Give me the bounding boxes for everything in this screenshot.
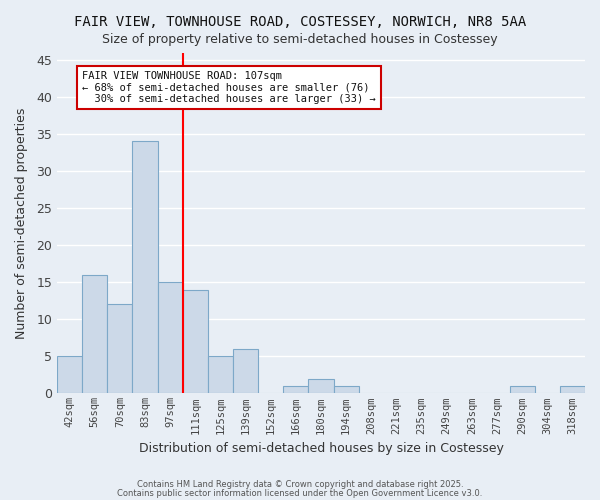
Bar — [509, 386, 535, 394]
Bar — [57, 356, 82, 394]
Bar — [208, 356, 233, 394]
Bar — [308, 378, 334, 394]
Bar — [133, 142, 158, 394]
Text: FAIR VIEW, TOWNHOUSE ROAD, COSTESSEY, NORWICH, NR8 5AA: FAIR VIEW, TOWNHOUSE ROAD, COSTESSEY, NO… — [74, 15, 526, 29]
Bar — [560, 386, 585, 394]
Bar — [107, 304, 133, 394]
X-axis label: Distribution of semi-detached houses by size in Costessey: Distribution of semi-detached houses by … — [139, 442, 503, 455]
Bar — [158, 282, 183, 394]
Text: Size of property relative to semi-detached houses in Costessey: Size of property relative to semi-detach… — [102, 32, 498, 46]
Text: FAIR VIEW TOWNHOUSE ROAD: 107sqm
← 68% of semi-detached houses are smaller (76)
: FAIR VIEW TOWNHOUSE ROAD: 107sqm ← 68% o… — [82, 71, 376, 104]
Text: Contains HM Land Registry data © Crown copyright and database right 2025.: Contains HM Land Registry data © Crown c… — [137, 480, 463, 489]
Bar — [283, 386, 308, 394]
Bar — [183, 290, 208, 394]
Y-axis label: Number of semi-detached properties: Number of semi-detached properties — [15, 108, 28, 338]
Text: Contains public sector information licensed under the Open Government Licence v3: Contains public sector information licen… — [118, 488, 482, 498]
Bar — [334, 386, 359, 394]
Bar — [82, 275, 107, 394]
Bar — [233, 349, 258, 394]
